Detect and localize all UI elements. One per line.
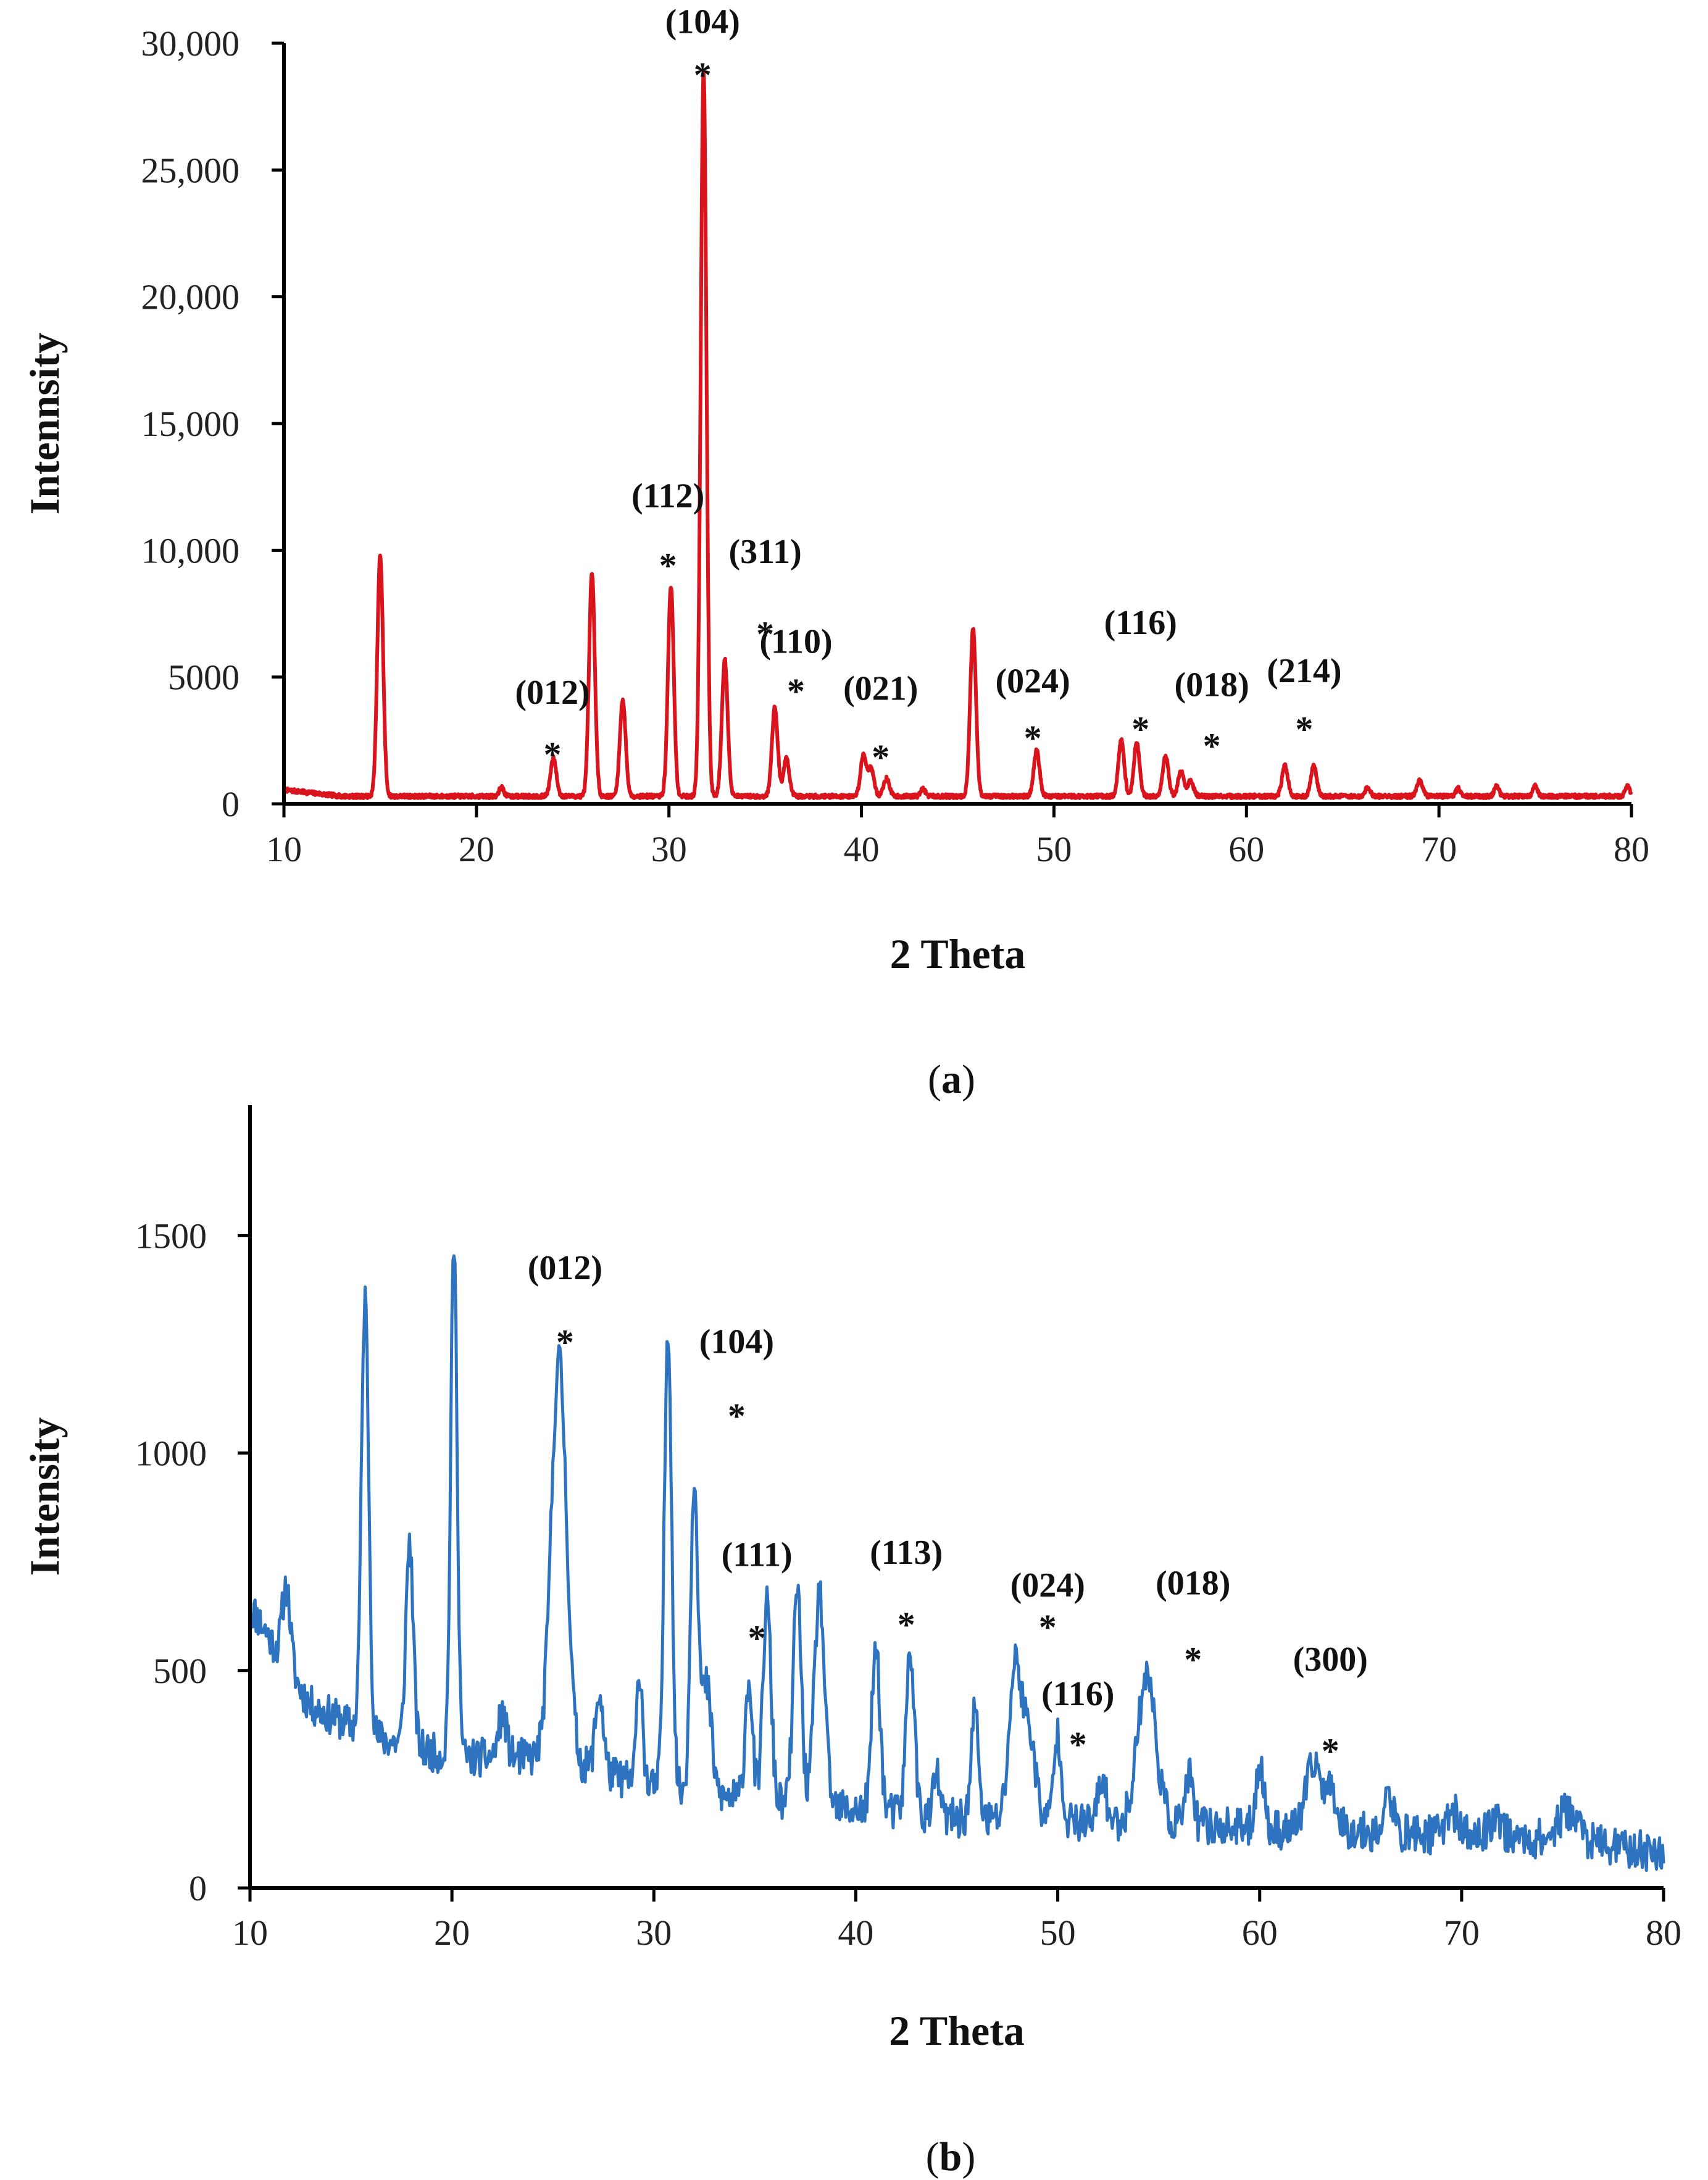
x-tick-label: 80 (1646, 1913, 1681, 1953)
peak-label: (113) (870, 1534, 943, 1572)
y-tick-label: 0 (222, 784, 240, 824)
y-tick-label: 20,000 (141, 277, 240, 317)
y-tick-label: 15,000 (141, 404, 240, 444)
y-tick-label: 0 (189, 1868, 207, 1908)
y-tick-label: 1000 (135, 1434, 207, 1474)
x-tick-label: 10 (266, 829, 302, 869)
y-tick-label: 25,000 (141, 150, 240, 190)
peak-marker-asterisk: * (556, 1322, 574, 1362)
chart-b: 10 20 30 40 50 60 70 80 0 500 1000 1500 2 Theta Inten… (21, 1105, 1681, 2179)
peak-marker-asterisk: * (1131, 709, 1149, 750)
peak-marker-asterisk: * (872, 737, 889, 777)
chart-a: 10 20 30 40 50 60 70 80 0 5000 10,000 15,000 20,000 2… (21, 3, 1649, 1102)
caption-paren-open: ( (928, 1057, 941, 1102)
peak-marker-asterisk: * (756, 614, 774, 654)
peak-label: (012) (515, 674, 589, 712)
caption-letter: a (941, 1057, 962, 1102)
peak-marker-asterisk: * (748, 1618, 766, 1658)
peak-marker-asterisk: * (1203, 725, 1221, 766)
peak-label: (111) (722, 1536, 793, 1574)
peak-marker-asterisk: * (694, 55, 712, 95)
y-axis-label: Intensity (21, 1418, 68, 1576)
peak-marker-asterisk: * (1069, 1724, 1087, 1764)
x-tick-label: 60 (1242, 1913, 1278, 1953)
peak-marker-asterisk: * (1295, 709, 1313, 750)
x-tick-label: 80 (1614, 829, 1649, 869)
x-tick-label: 40 (838, 1913, 873, 1953)
peak-marker-asterisk: * (728, 1396, 746, 1436)
y-tick-label: 30,000 (141, 23, 240, 64)
peak-label: (116) (1104, 604, 1177, 642)
series-line-a (282, 70, 1633, 800)
peak-label: (018) (1175, 666, 1249, 704)
y-tick-label: 1500 (135, 1216, 207, 1256)
peak-label: (024) (1010, 1566, 1085, 1605)
x-tick-label: 30 (651, 829, 687, 869)
peak-marker-asterisk: * (898, 1605, 915, 1645)
x-tick-label: 40 (844, 829, 880, 869)
x-tick-label: 70 (1421, 829, 1457, 869)
peak-label: (018) (1156, 1564, 1230, 1603)
peak-label: (311) (729, 533, 802, 571)
y-tick-label: 10,000 (141, 530, 240, 570)
peak-label: (104) (665, 3, 740, 41)
caption-paren-close: ) (962, 2134, 975, 2179)
peak-label: (300) (1293, 1640, 1368, 1679)
x-tick-label: 50 (1040, 1913, 1076, 1953)
peak-marker-asterisk: * (1039, 1607, 1057, 1647)
y-tick-label: 5000 (168, 658, 240, 698)
chart-caption-b: (b) (926, 2134, 976, 2179)
y-axis-label: Intennsity (21, 333, 68, 515)
peak-label: (012) (528, 1249, 602, 1287)
peak-label: (024) (995, 662, 1070, 700)
peak-label: (214) (1267, 652, 1341, 690)
x-tick-label: 30 (636, 1913, 672, 1953)
peak-marker-asterisk: * (659, 546, 677, 586)
peak-marker-asterisk: * (544, 735, 562, 775)
x-tick-label: 20 (459, 829, 494, 869)
peak-marker-asterisk: * (1322, 1731, 1339, 1771)
peak-label: (112) (631, 477, 704, 516)
peak-marker-asterisk: * (1184, 1640, 1202, 1680)
x-tick-label: 20 (434, 1913, 470, 1953)
x-axis-label: 2 Theta (889, 2007, 1025, 2054)
x-tick-label: 10 (232, 1913, 268, 1953)
peak-label: (110) (759, 623, 832, 661)
caption-letter: b (939, 2134, 962, 2179)
x-axis-label: 2 Theta (890, 930, 1026, 977)
caption-paren-open: ( (926, 2134, 939, 2179)
peak-marker-asterisk: * (787, 671, 805, 711)
y-tick-label: 500 (153, 1651, 207, 1691)
x-tick-label: 50 (1036, 829, 1072, 869)
peak-marker-asterisk: * (1024, 718, 1042, 758)
caption-paren-close: ) (962, 1057, 975, 1102)
x-tick-label: 70 (1444, 1913, 1480, 1953)
chart-caption-a: (a) (928, 1057, 975, 1102)
series-line-b (249, 1254, 1665, 1872)
peak-label: (104) (699, 1323, 774, 1361)
x-tick-label: 60 (1228, 829, 1264, 869)
peak-label: (116) (1041, 1675, 1114, 1713)
peak-label: (021) (843, 670, 918, 708)
